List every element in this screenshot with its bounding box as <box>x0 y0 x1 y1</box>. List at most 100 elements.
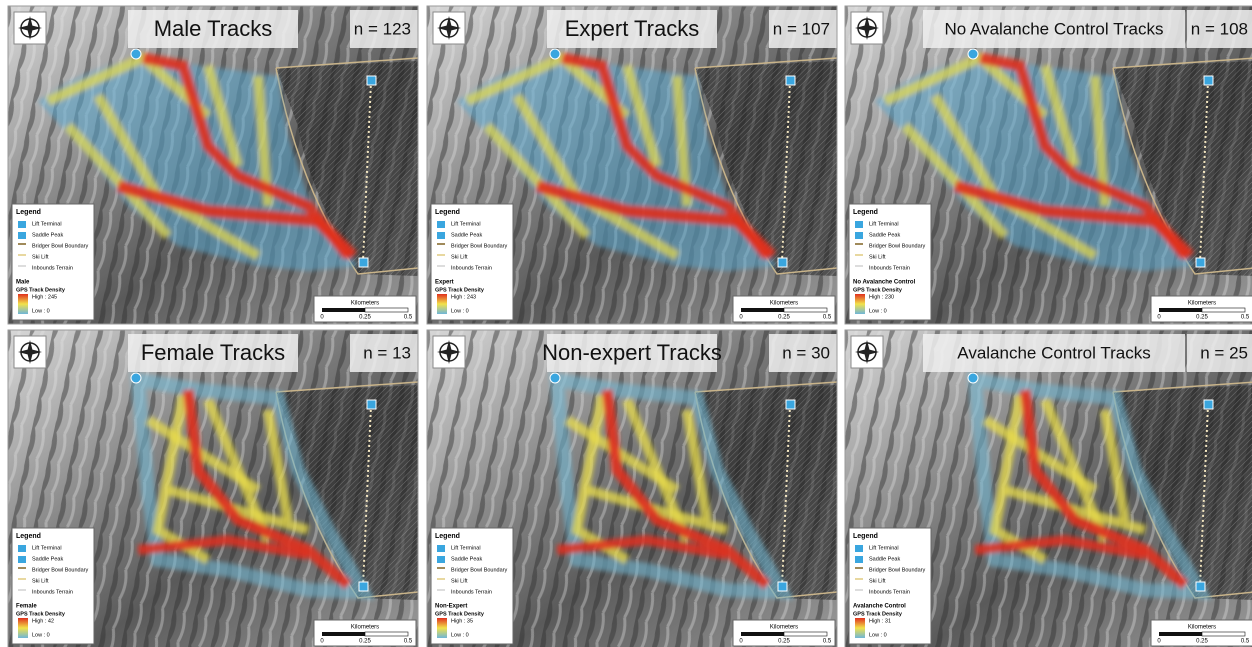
legend: LegendLift TerminalSaddle PeakBridger Bo… <box>431 528 513 644</box>
scale-tick: 0.5 <box>404 639 413 645</box>
saddle-peak-icon <box>550 49 560 59</box>
legend-group: Non-Expert <box>435 604 467 610</box>
legend-swatch <box>18 221 26 228</box>
legend-group: Male <box>16 280 30 286</box>
saddle-peak-icon <box>968 373 978 383</box>
density-ramp <box>855 294 865 314</box>
scale-unit: Kilometers <box>351 625 379 631</box>
legend-high: High : 243 <box>451 294 476 300</box>
scale-segment <box>322 632 365 636</box>
legend-label: Inbounds Terrain <box>451 589 492 595</box>
density-ramp <box>18 294 28 314</box>
legend-swatch <box>18 556 26 563</box>
lift-terminal-icon <box>359 258 368 267</box>
scale-tick: 0.5 <box>1241 639 1250 645</box>
legend-group: Female <box>16 604 37 610</box>
legend-label: Bridger Bowl Boundary <box>32 567 89 573</box>
lift-terminal-icon <box>359 582 368 591</box>
saddle-peak-icon <box>968 49 978 59</box>
scale-bar: Kilometers00.250.5 <box>314 296 416 322</box>
panel-title: Female Tracks <box>141 340 285 365</box>
legend-label: Ski Lift <box>32 578 49 584</box>
legend-swatch <box>437 221 445 228</box>
legend-swatch <box>437 232 445 239</box>
scale-tick: 0.5 <box>404 315 413 321</box>
sample-size: n = 30 <box>782 343 830 362</box>
scale-segment <box>784 632 827 636</box>
legend-swatch <box>437 545 445 552</box>
density-ramp <box>18 618 28 638</box>
legend-swatch <box>437 254 445 256</box>
saddle-peak-icon <box>550 373 560 383</box>
scale-unit: Kilometers <box>1188 301 1216 307</box>
scale-segment <box>741 632 784 636</box>
legend-swatch <box>855 221 863 228</box>
legend-label: Ski Lift <box>451 578 468 584</box>
legend-swatch <box>18 545 26 552</box>
scale-bar: Kilometers00.250.5 <box>733 296 835 322</box>
legend-swatch <box>18 589 26 591</box>
sample-size: n = 13 <box>363 343 411 362</box>
legend-label: Inbounds Terrain <box>32 589 73 595</box>
legend-high: High : 35 <box>451 618 473 624</box>
legend-density: GPS Track Density <box>853 287 903 293</box>
scale-unit: Kilometers <box>770 301 798 307</box>
legend-label: Bridger Bowl Boundary <box>32 243 89 249</box>
legend-swatch <box>18 265 26 267</box>
scale-unit: Kilometers <box>770 625 798 631</box>
legend-swatch <box>437 556 445 563</box>
scale-tick: 0.25 <box>359 315 371 321</box>
panel-title: No Avalanche Control Tracks <box>945 19 1164 38</box>
legend-label: Bridger Bowl Boundary <box>451 567 508 573</box>
scale-tick: 0.25 <box>1196 315 1208 321</box>
scale-segment <box>365 632 408 636</box>
legend-high: High : 31 <box>869 618 891 624</box>
legend-swatch <box>437 243 445 245</box>
legend-group: Avalanche Control <box>853 604 906 610</box>
legend-label: Lift Terminal <box>869 545 899 551</box>
lift-terminal-icon <box>786 76 795 85</box>
scale-tick: 0.5 <box>823 315 832 321</box>
legend-swatch <box>437 567 445 569</box>
legend-low: Low : 0 <box>451 308 469 314</box>
legend-label: Ski Lift <box>869 254 886 260</box>
legend-label: Bridger Bowl Boundary <box>869 567 926 573</box>
legend-title: Legend <box>16 533 41 540</box>
panel-title: Expert Tracks <box>565 16 699 41</box>
lift-terminal-icon <box>1204 400 1213 409</box>
scale-tick: 0.5 <box>1241 315 1250 321</box>
lift-terminal-icon <box>367 400 376 409</box>
scale-bar: Kilometers00.250.5 <box>733 620 835 646</box>
legend-group: No Avalanche Control <box>853 280 916 286</box>
legend-swatch <box>437 578 445 580</box>
legend-label: Lift Terminal <box>451 545 481 551</box>
lift-terminal-icon <box>1196 582 1205 591</box>
scale-bar: Kilometers00.250.5 <box>1151 620 1252 646</box>
legend-swatch <box>855 243 863 245</box>
legend-swatch <box>18 243 26 245</box>
legend-low: Low : 0 <box>451 632 469 638</box>
panel-title: Avalanche Control Tracks <box>957 343 1150 362</box>
scale-unit: Kilometers <box>1188 625 1216 631</box>
legend-swatch <box>855 254 863 256</box>
scale-segment <box>784 308 827 312</box>
legend-swatch <box>18 567 26 569</box>
legend-swatch <box>855 556 863 563</box>
scale-tick: 0.25 <box>1196 639 1208 645</box>
scale-tick: 0.5 <box>823 639 832 645</box>
legend-label: Lift Terminal <box>32 545 62 551</box>
scale-tick: 0.25 <box>359 639 371 645</box>
scale-segment <box>322 308 365 312</box>
legend-label: Bridger Bowl Boundary <box>451 243 508 249</box>
lift-terminal-icon <box>367 76 376 85</box>
legend-label: Saddle Peak <box>451 556 482 562</box>
scale-segment <box>1159 632 1202 636</box>
legend-swatch <box>855 578 863 580</box>
scale-segment <box>1202 308 1245 312</box>
